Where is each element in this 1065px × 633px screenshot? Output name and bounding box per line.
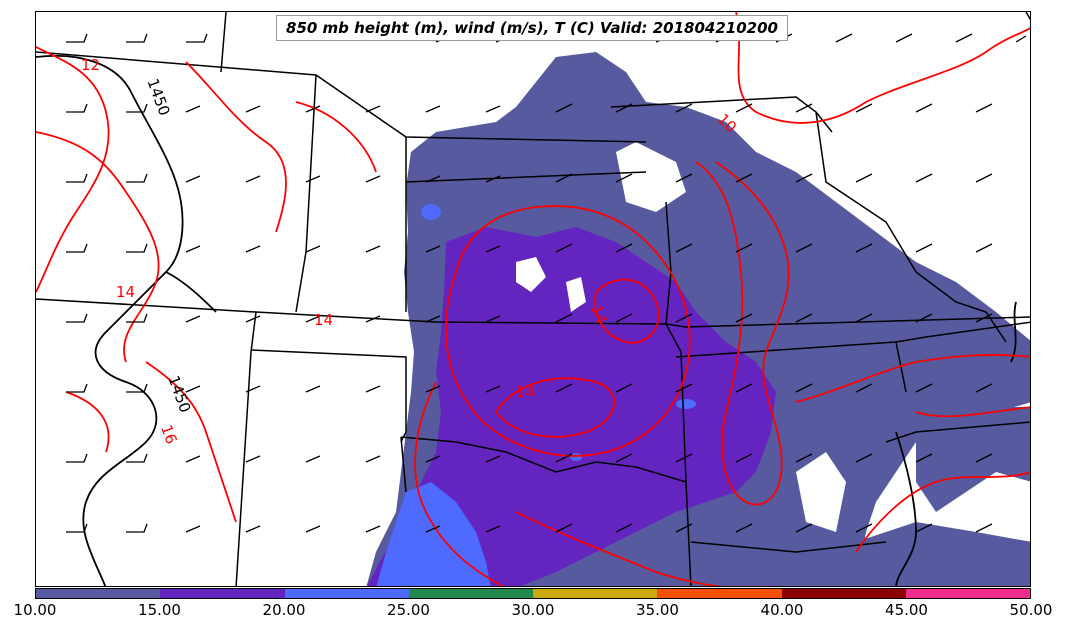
colorbar-tick-label: 45.00 xyxy=(885,601,928,619)
wind-speed-fill xyxy=(366,52,1030,586)
colorbar-segment xyxy=(905,589,1030,598)
colorbar-tick-label: 15.00 xyxy=(138,601,181,619)
colorbar-segment xyxy=(160,589,285,598)
colorbar-tick-label: 50.00 xyxy=(1009,601,1053,619)
colorbar-segment xyxy=(284,589,409,598)
colorbar-tick-label: 25.00 xyxy=(387,601,430,619)
height-label: 1450 xyxy=(164,373,194,415)
colorbar-segment xyxy=(781,589,906,598)
colorbar-tick-label: 30.00 xyxy=(511,601,555,619)
wind-barbs xyxy=(66,27,1027,533)
fill-10-15b xyxy=(916,407,1030,512)
colorbar-segment xyxy=(408,589,533,598)
colorbar xyxy=(35,588,1031,599)
temp-label: 12 xyxy=(81,56,100,74)
map-panel: 12 14 14 14 10 16 14 1450 1450 xyxy=(35,11,1031,587)
fill-10-15c xyxy=(851,522,1030,586)
colorbar-tick-label: 20.00 xyxy=(262,601,306,619)
colorbar-segment xyxy=(657,589,782,598)
state-boundaries xyxy=(36,12,1030,586)
colorbar-segment xyxy=(36,589,161,598)
temp-label: 14 xyxy=(587,302,610,326)
temperature-contours xyxy=(36,12,1030,586)
colorbar-tick-label: 35.00 xyxy=(636,601,679,619)
height-label: 1450 xyxy=(144,76,174,118)
colorbar-tick-label: 40.00 xyxy=(760,601,804,619)
temp-label: 16 xyxy=(157,422,180,446)
colorbar-tick-label: 10.00 xyxy=(13,601,57,619)
temp-label: 14 xyxy=(116,283,135,301)
fill-15-20 xyxy=(367,227,776,586)
colorbar-segment xyxy=(533,589,658,598)
map-title: 850 mb height (m), wind (m/s), T (C) Val… xyxy=(276,15,788,41)
temp-label: 14 xyxy=(516,383,535,401)
temp-label: 14 xyxy=(314,311,333,329)
